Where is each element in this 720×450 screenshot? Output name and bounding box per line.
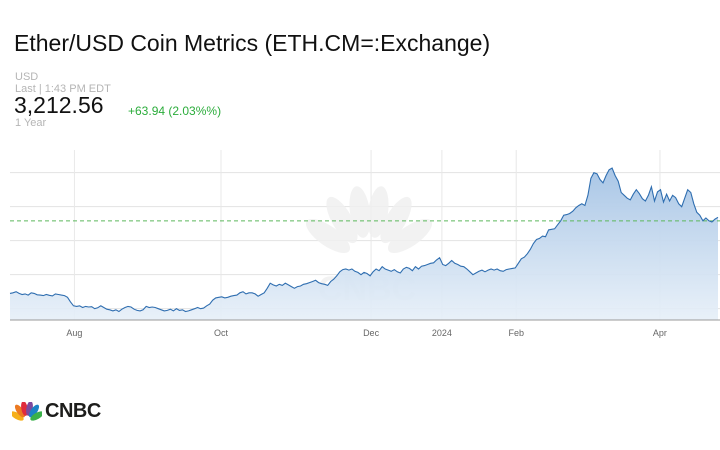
price-line xyxy=(9,167,719,313)
x-tick-label: Oct xyxy=(214,328,229,338)
x-tick-label: Aug xyxy=(66,328,82,338)
x-tick-label: Feb xyxy=(508,328,524,338)
time-range-label: 1 Year xyxy=(15,117,47,129)
last-update-label: Last | 1:43 PM EDT xyxy=(15,83,111,95)
page-title: Ether/USD Coin Metrics (ETH.CM=:Exchange… xyxy=(14,30,491,56)
x-tick-label: 2024 xyxy=(432,328,452,338)
x-tick-label: Dec xyxy=(363,328,380,338)
peacock-icon xyxy=(12,401,42,421)
price-area xyxy=(10,168,718,320)
x-tick-label: Apr xyxy=(653,328,667,338)
brand-name: CNBC xyxy=(45,400,101,422)
price-change: +63.94 (2.03%%) xyxy=(128,104,222,118)
currency-label: USD xyxy=(15,71,39,83)
cnbc-logo: CNBC xyxy=(12,400,101,423)
x-axis-ticks: Aug Oct Dec 2024 Feb Apr xyxy=(66,328,667,338)
last-price: 3,212.56 xyxy=(14,92,104,118)
